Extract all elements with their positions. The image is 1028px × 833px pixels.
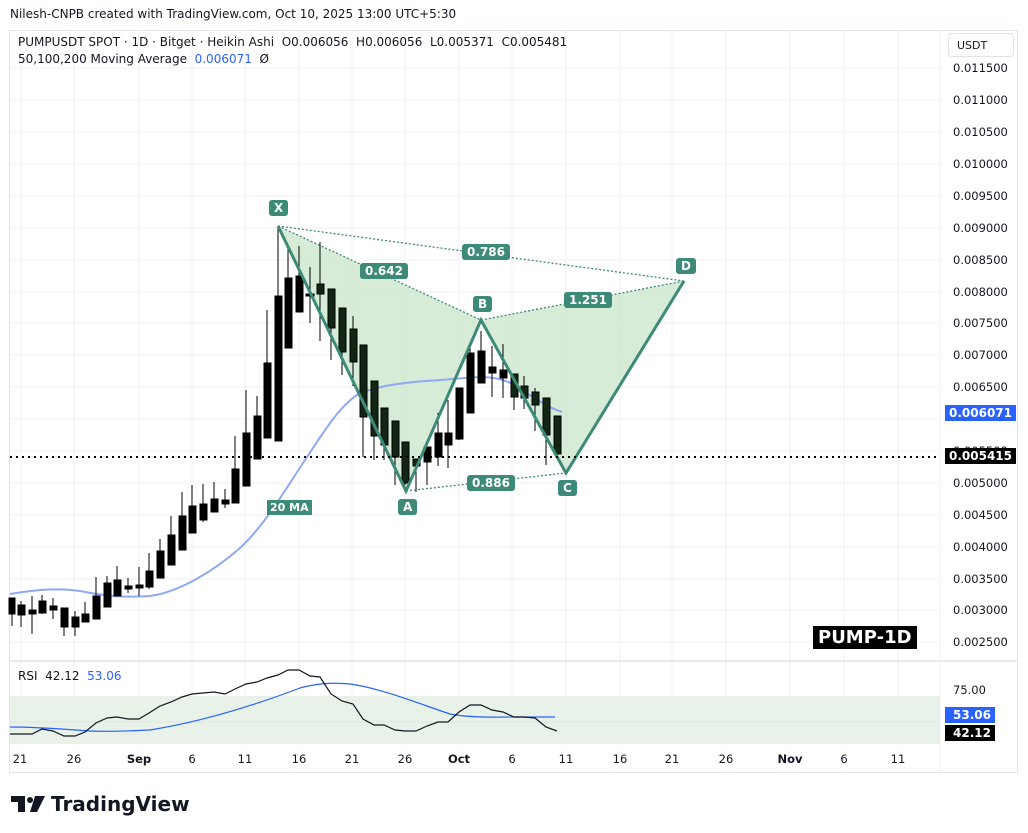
price-tick: 0.007000 xyxy=(953,348,1008,362)
ma-visibility-icon[interactable]: Ø xyxy=(259,52,269,66)
chart-frame xyxy=(9,30,1018,773)
point-a-label: A xyxy=(398,499,418,515)
price-tick: 0.006500 xyxy=(953,380,1008,394)
last-price-tag: 0.005415 xyxy=(945,448,1017,464)
time-tick: 11 xyxy=(558,752,574,766)
price-tick: 0.007500 xyxy=(953,316,1008,330)
time-tick: 21 xyxy=(344,752,360,766)
point-d-label: D xyxy=(676,258,696,274)
rsi-legend[interactable]: RSI 42.12 53.06 xyxy=(18,669,122,683)
price-tick: 0.009000 xyxy=(953,221,1008,235)
ratio-bd-label: 1.251 xyxy=(564,292,612,308)
brand-name: TradingView xyxy=(51,792,190,816)
rsi-band xyxy=(10,696,940,744)
price-tick: 0.009500 xyxy=(953,189,1008,203)
rsi-value-tag: 42.12 xyxy=(945,725,995,741)
time-tick: 26 xyxy=(66,752,82,766)
ratio-xd-label: 0.786 xyxy=(462,244,510,260)
price-tick: 0.005000 xyxy=(953,476,1008,490)
time-tick: 21 xyxy=(664,752,680,766)
time-tick: 11 xyxy=(890,752,906,766)
time-tick: 26 xyxy=(718,752,734,766)
rsi-ma-tag: 53.06 xyxy=(945,707,995,723)
chart-credit: Nilesh-CNPB created with TradingView.com… xyxy=(10,7,457,21)
ma-value: 0.006071 xyxy=(194,52,252,66)
time-tick: 6 xyxy=(188,752,196,766)
rsi-value: 42.12 xyxy=(45,669,80,683)
price-tick: 0.011500 xyxy=(953,61,1008,75)
point-b-label: B xyxy=(473,296,493,312)
ma-label: 50,100,200 Moving Average xyxy=(18,52,187,66)
time-tick: 16 xyxy=(612,752,628,766)
ratio-xb-label: 0.642 xyxy=(360,263,408,279)
watermark-badge: PUMP-1D xyxy=(813,626,917,649)
point-c-label: C xyxy=(558,480,577,496)
ratio-ac-label: 0.886 xyxy=(467,475,515,491)
candles xyxy=(8,227,562,636)
ohlc-close: C0.005481 xyxy=(501,35,568,49)
grid xyxy=(10,31,940,745)
price-tick: 0.008500 xyxy=(953,253,1008,267)
rsi-ma-value: 53.06 xyxy=(87,669,122,683)
ma-20-annotation: 20 MA xyxy=(267,500,312,515)
price-tick: 0.011000 xyxy=(953,93,1008,107)
time-tick: 26 xyxy=(397,752,413,766)
time-tick: Sep xyxy=(126,752,152,766)
price-tick: 0.003000 xyxy=(953,603,1008,617)
price-tick: 0.004500 xyxy=(953,508,1008,522)
time-tick: Oct xyxy=(447,752,471,766)
tradingview-logo-icon xyxy=(11,796,45,812)
price-tick: 0.008000 xyxy=(953,285,1008,299)
rsi-line xyxy=(10,669,558,737)
time-tick: 21 xyxy=(12,752,28,766)
ohlc-low: L0.005371 xyxy=(429,35,494,49)
ohlc-high: H0.006056 xyxy=(356,35,423,49)
price-tick: 0.002500 xyxy=(953,635,1008,649)
time-tick: 6 xyxy=(508,752,516,766)
symbol-legend[interactable]: PUMPUSDT SPOT · 1D · Bitget · Heikin Ash… xyxy=(18,35,567,49)
rsi-label: RSI xyxy=(18,669,38,683)
rsi-axis-tick: 75.00 xyxy=(953,683,986,697)
rsi-ma-line xyxy=(9,682,555,733)
ohlc-open: O0.006056 xyxy=(281,35,349,49)
time-tick: Nov xyxy=(777,752,803,766)
ma-legend[interactable]: 50,100,200 Moving Average 0.006071 Ø xyxy=(18,52,269,66)
tradingview-logo[interactable]: TradingView xyxy=(11,792,190,816)
currency-selector[interactable]: USDT xyxy=(948,33,1014,57)
price-tick: 0.004000 xyxy=(953,540,1008,554)
symbol-info: PUMPUSDT SPOT · 1D · Bitget · Heikin Ash… xyxy=(18,35,275,49)
time-tick: 16 xyxy=(291,752,307,766)
point-x-label: X xyxy=(269,200,289,216)
time-tick: 6 xyxy=(840,752,848,766)
price-tick: 0.003500 xyxy=(953,572,1008,586)
price-tick: 0.010500 xyxy=(953,125,1008,139)
time-tick: 11 xyxy=(237,752,253,766)
price-tick: 0.010000 xyxy=(953,157,1008,171)
ma-price-tag: 0.006071 xyxy=(945,405,1017,421)
